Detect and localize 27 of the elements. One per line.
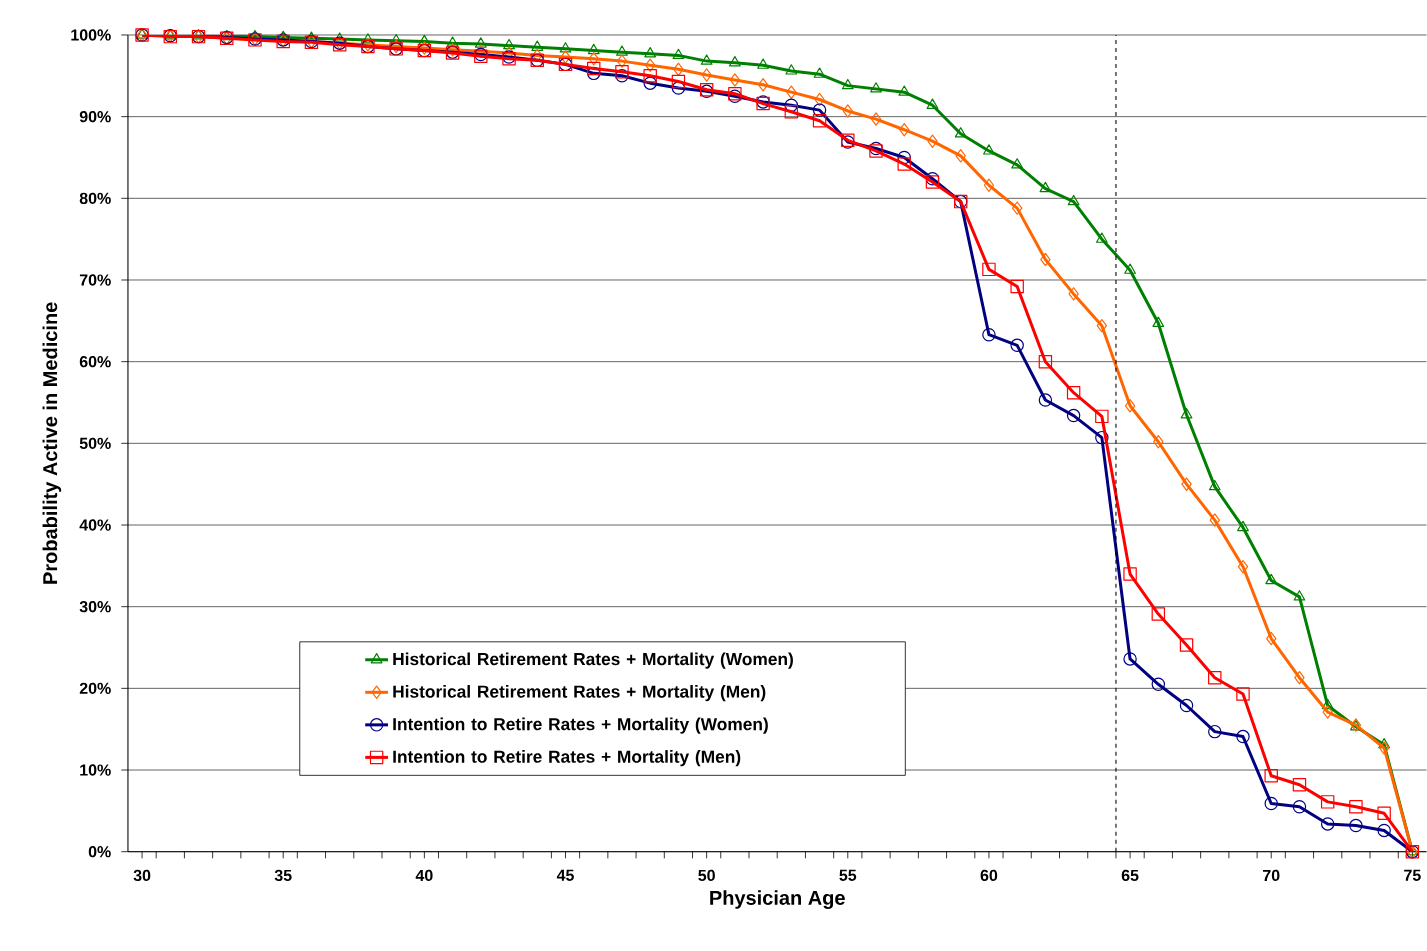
x-tick-label: 40 (415, 869, 433, 882)
legend-label: Intention to Retire Rates + Mortality (Women) (393, 717, 768, 734)
y-tick-label: 50% (79, 437, 111, 450)
x-tick-label: 50 (698, 869, 715, 882)
y-tick-label: 10% (80, 764, 111, 776)
legend-label: Historical Retirement Rates + Mortality (Men) (393, 685, 766, 702)
x-tick-label: 45 (556, 869, 574, 882)
y-tick-label: 90% (79, 111, 111, 123)
y-axis-title: Probability Active in Medicine (42, 302, 62, 584)
y-tick-label: 70% (79, 274, 111, 286)
y-tick-label: 100% (71, 29, 111, 41)
x-tick-label: 30 (133, 869, 151, 882)
x-tick-label: 70 (1263, 869, 1280, 882)
x-tick-label: 75 (1404, 869, 1421, 882)
x-tick-label: 65 (1121, 869, 1139, 882)
y-tick-label: 60% (79, 356, 111, 368)
x-tick-label: 60 (980, 869, 998, 882)
x-axis-title: Physician Age (710, 890, 845, 910)
x-tick-label: 35 (274, 869, 292, 882)
y-tick-label: 40% (79, 519, 111, 531)
y-tick-label: 0% (88, 846, 111, 858)
y-tick-label: 80% (79, 192, 111, 205)
y-tick-label: 30% (79, 601, 111, 613)
x-tick-label: 55 (839, 869, 857, 882)
legend-label: Intention to Retire Rates + Mortality (Men) (393, 750, 741, 767)
y-tick-label: 20% (79, 682, 111, 695)
legend-label: Historical Retirement Rates + Mortality (Women) (393, 652, 793, 669)
